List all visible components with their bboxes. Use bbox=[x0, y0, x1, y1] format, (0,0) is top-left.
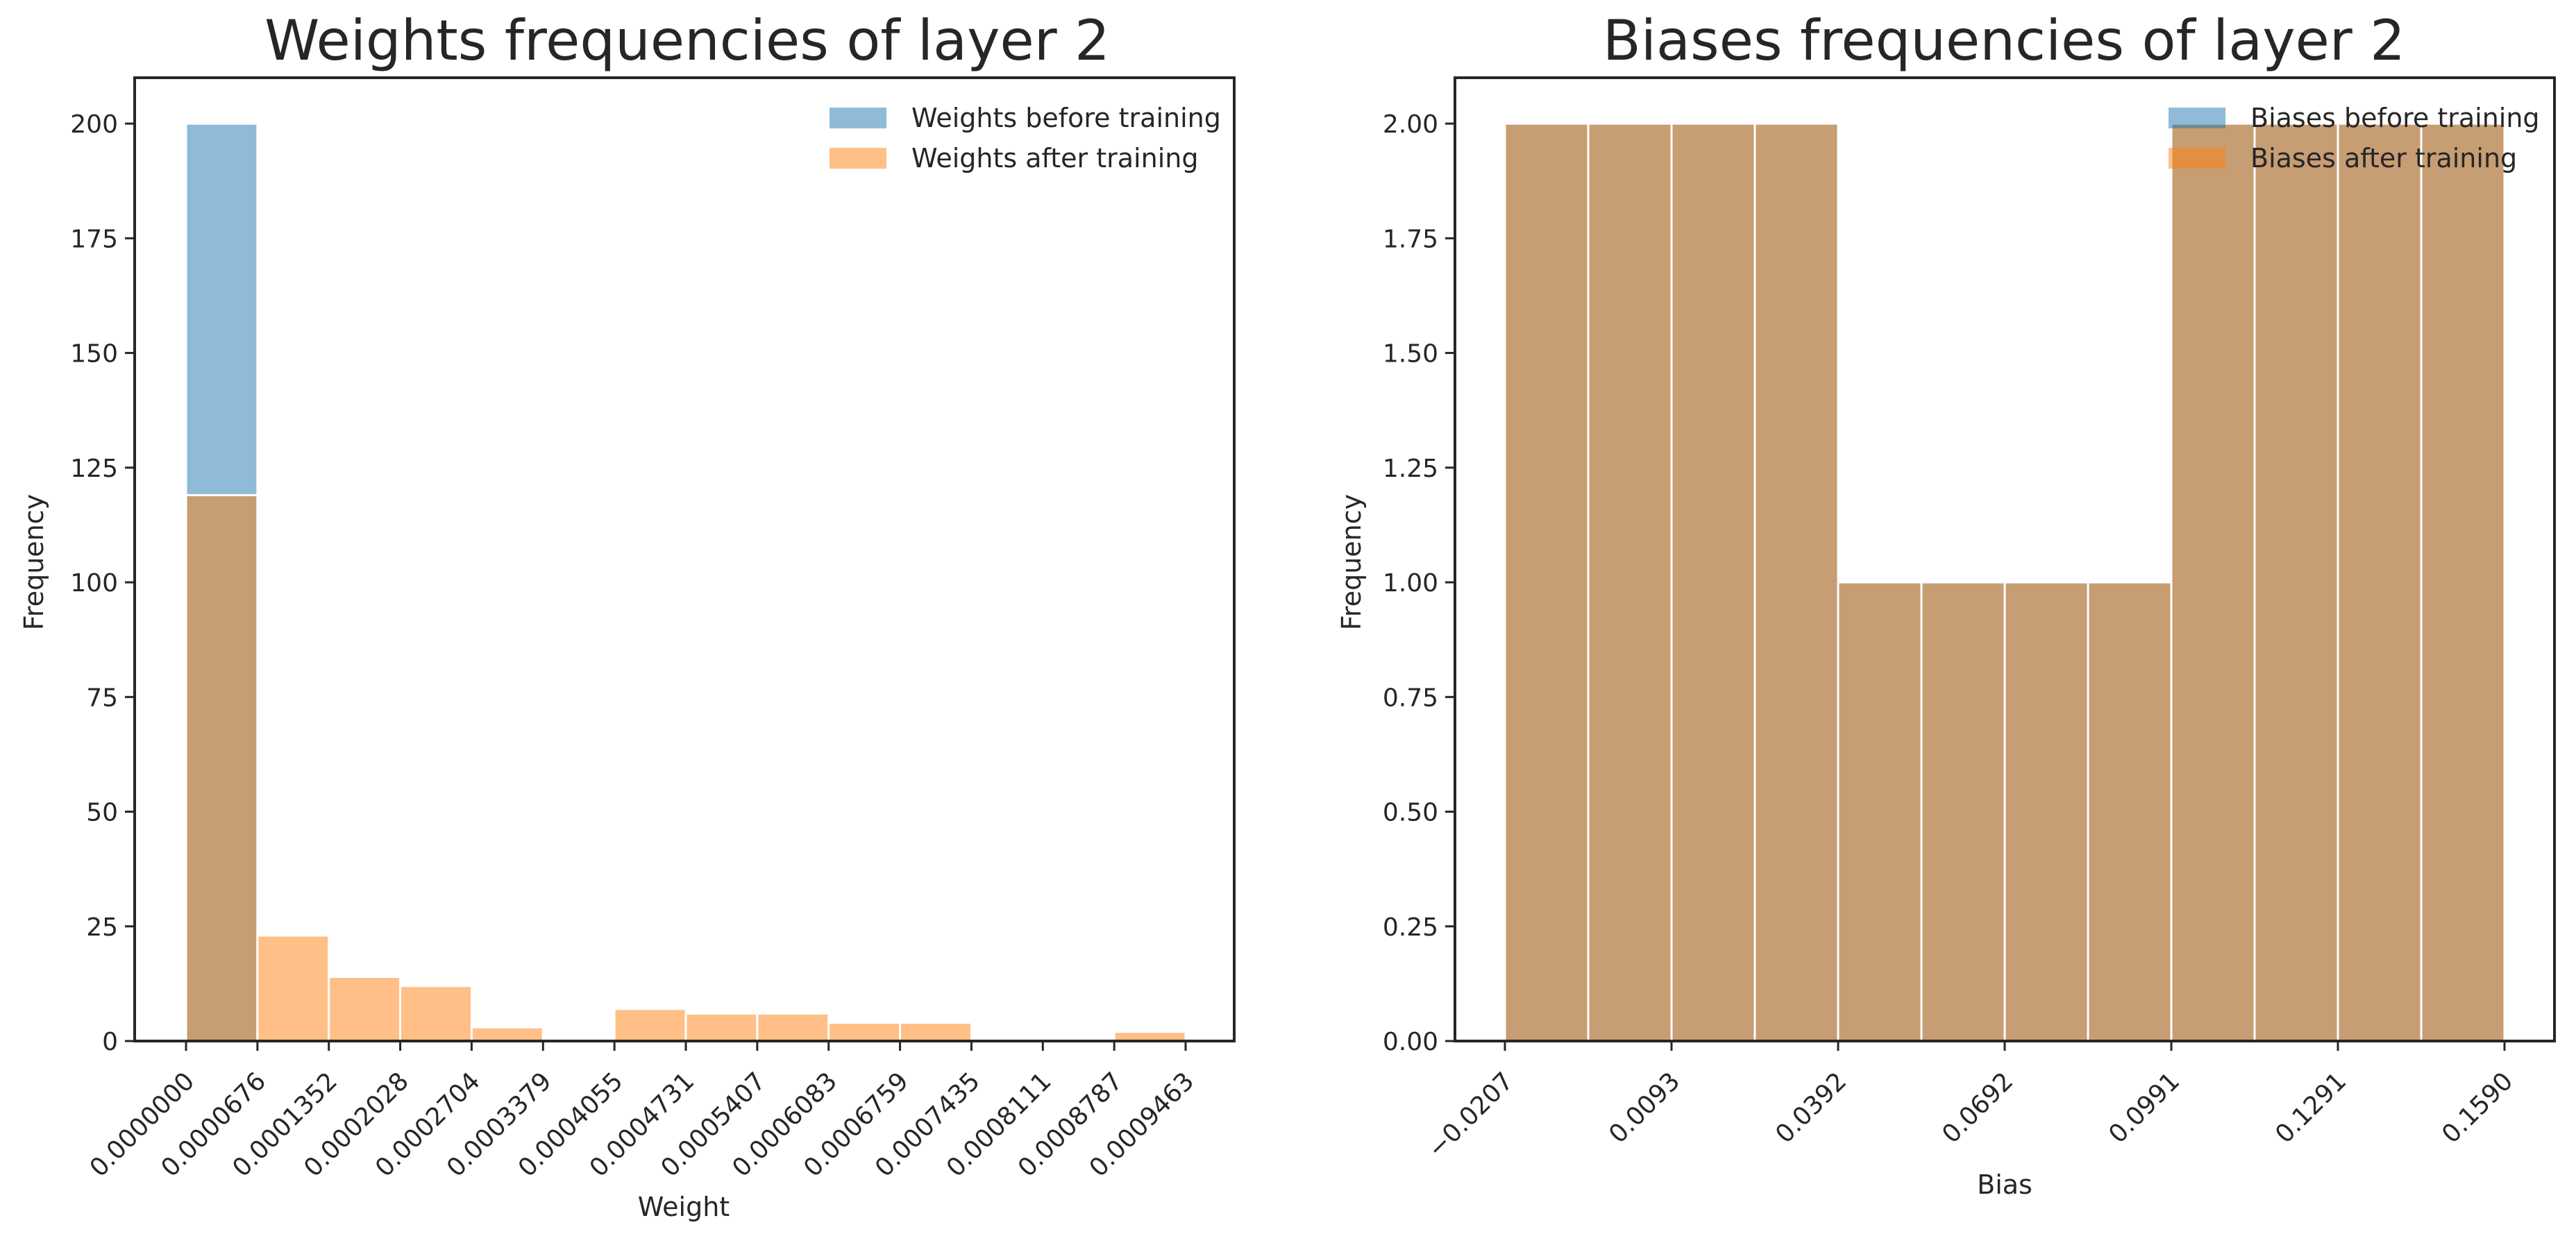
bar-after-1 bbox=[1587, 122, 1673, 1042]
y-tick-label: 0.00 bbox=[1383, 1028, 1438, 1056]
bar-after-7 bbox=[2087, 581, 2173, 1042]
bar-after-3 bbox=[1753, 122, 1840, 1042]
legend-swatch-before bbox=[830, 108, 886, 128]
bar-after-0 bbox=[1504, 122, 1590, 1042]
legend-label-after: Biases after training bbox=[2250, 143, 2517, 174]
bar-after-6 bbox=[2003, 581, 2089, 1042]
bar-after-1 bbox=[256, 934, 330, 1042]
bar-after-6 bbox=[613, 1008, 687, 1042]
biases-x-axis-label: Bias bbox=[1977, 1169, 2032, 1200]
bar-after-7 bbox=[684, 1012, 759, 1042]
legend-swatch-after bbox=[830, 148, 886, 169]
weights-x-ticks: 0.00000000.00006760.00013520.00020280.00… bbox=[85, 1041, 1199, 1183]
y-tick-label: 1.75 bbox=[1383, 225, 1438, 253]
bar-after-9 bbox=[2253, 122, 2339, 1042]
x-tick-label: 0.0093 bbox=[1603, 1067, 1685, 1149]
weights-bars bbox=[185, 122, 1187, 1042]
y-tick-label: 175 bbox=[70, 225, 118, 253]
y-tick-label: 1.00 bbox=[1383, 569, 1438, 598]
bar-after-0 bbox=[185, 493, 259, 1042]
y-tick-label: 100 bbox=[70, 569, 118, 598]
biases-bars bbox=[1504, 122, 2506, 1042]
y-tick-label: 25 bbox=[86, 913, 118, 942]
y-tick-label: 0.75 bbox=[1383, 684, 1438, 712]
legend-swatch-before bbox=[2169, 108, 2225, 128]
weights-y-axis-label: Frequency bbox=[19, 494, 49, 630]
bar-after-8 bbox=[2170, 122, 2256, 1042]
biases-plot-frame bbox=[1454, 76, 2556, 1042]
legend-label-before: Weights before training bbox=[911, 103, 1221, 133]
bar-after-2 bbox=[328, 975, 402, 1042]
y-tick-label: 0 bbox=[102, 1028, 118, 1056]
weights-plot-frame bbox=[133, 76, 1236, 1042]
bar-after-5 bbox=[1920, 581, 2006, 1042]
bar-after-4 bbox=[1837, 581, 1923, 1042]
bar-after-10 bbox=[2337, 122, 2423, 1042]
bar-after-2 bbox=[1670, 122, 1756, 1042]
x-tick-label: 0.1291 bbox=[2270, 1067, 2352, 1149]
x-tick-label: 0.0991 bbox=[2103, 1067, 2185, 1149]
y-tick-label: 2.00 bbox=[1383, 110, 1438, 139]
biases-legend: Biases before training Biases after train… bbox=[2169, 103, 2540, 174]
biases-x-ticks: −0.0207 0.0093 0.0392 0.0692 0.0991 0.1291 0.1… bbox=[1422, 1041, 2518, 1164]
y-tick-label: 0.50 bbox=[1383, 799, 1438, 827]
weights-x-axis-label: Weight bbox=[638, 1192, 730, 1222]
x-tick-label: −0.0207 bbox=[1422, 1067, 1519, 1163]
weights-legend: Weights before training Weights after tra… bbox=[830, 103, 1221, 174]
weights-histogram-panel: Weights frequencies of layer 2 Weight Fr… bbox=[19, 8, 1236, 1222]
weights-chart-title: Weights frequencies of layer 2 bbox=[264, 8, 1110, 73]
legend-label-before: Biases before training bbox=[2250, 103, 2540, 133]
x-tick-label: 0.1590 bbox=[2436, 1067, 2518, 1149]
y-tick-label: 1.25 bbox=[1383, 455, 1438, 483]
legend-swatch-after bbox=[2169, 148, 2225, 169]
biases-y-axis-label: Frequency bbox=[1336, 494, 1367, 630]
y-tick-label: 150 bbox=[70, 340, 118, 369]
x-tick-label: 0.0392 bbox=[1770, 1067, 1852, 1149]
biases-histogram-panel: Biases frequencies of layer 2 Bias Frequ… bbox=[1336, 8, 2556, 1200]
y-tick-label: 50 bbox=[86, 799, 118, 827]
bar-after-3 bbox=[399, 985, 473, 1042]
biases-chart-title: Biases frequencies of layer 2 bbox=[1603, 8, 2405, 73]
bar-after-9 bbox=[827, 1022, 902, 1042]
bar-after-4 bbox=[470, 1026, 544, 1042]
y-tick-label: 0.25 bbox=[1383, 913, 1438, 942]
y-tick-label: 200 bbox=[70, 110, 118, 139]
bar-after-8 bbox=[756, 1012, 830, 1042]
weights-y-ticks: 0 25 50 75 100 125 150 175 200 bbox=[70, 110, 135, 1056]
biases-y-ticks: 0.00 0.25 0.50 0.75 1.00 1.25 1.50 1.75 2.00 bbox=[1383, 110, 1455, 1056]
x-tick-label: 0.0692 bbox=[1937, 1067, 2019, 1149]
bar-after-10 bbox=[899, 1022, 973, 1042]
y-tick-label: 75 bbox=[86, 684, 118, 712]
legend-label-after: Weights after training bbox=[911, 143, 1198, 174]
bar-after-11 bbox=[2420, 122, 2506, 1042]
y-tick-label: 125 bbox=[70, 455, 118, 483]
y-tick-label: 1.50 bbox=[1383, 340, 1438, 369]
